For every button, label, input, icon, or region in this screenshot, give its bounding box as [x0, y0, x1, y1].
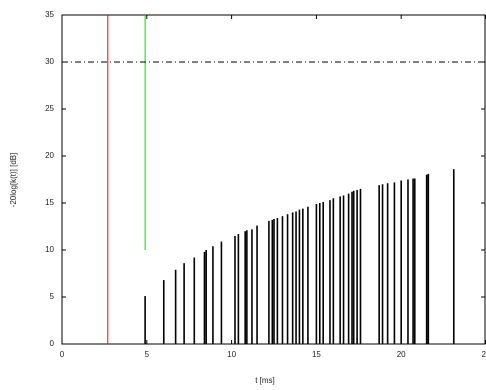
x-tick-label: 0 [60, 350, 65, 359]
y-tick-label: 10 [45, 245, 54, 254]
x-tick-label: 25 [482, 350, 486, 359]
y-axis-label: -20log[k(t)] [dB] [9, 153, 18, 208]
y-tick-label: 0 [50, 339, 55, 348]
x-tick-label: 20 [397, 350, 406, 359]
y-tick-label: 5 [50, 292, 55, 301]
y-tick-label: 25 [45, 104, 54, 113]
x-tick-label: 10 [227, 350, 236, 359]
y-tick-label: 35 [45, 10, 54, 19]
y-tick-label: 15 [45, 198, 54, 207]
x-axis-label: t [ms] [255, 376, 275, 385]
x-tick-label: 5 [145, 350, 150, 359]
x-tick-label: 15 [312, 350, 321, 359]
y-tick-label: 30 [45, 57, 54, 66]
y-tick-label: 20 [45, 151, 54, 160]
